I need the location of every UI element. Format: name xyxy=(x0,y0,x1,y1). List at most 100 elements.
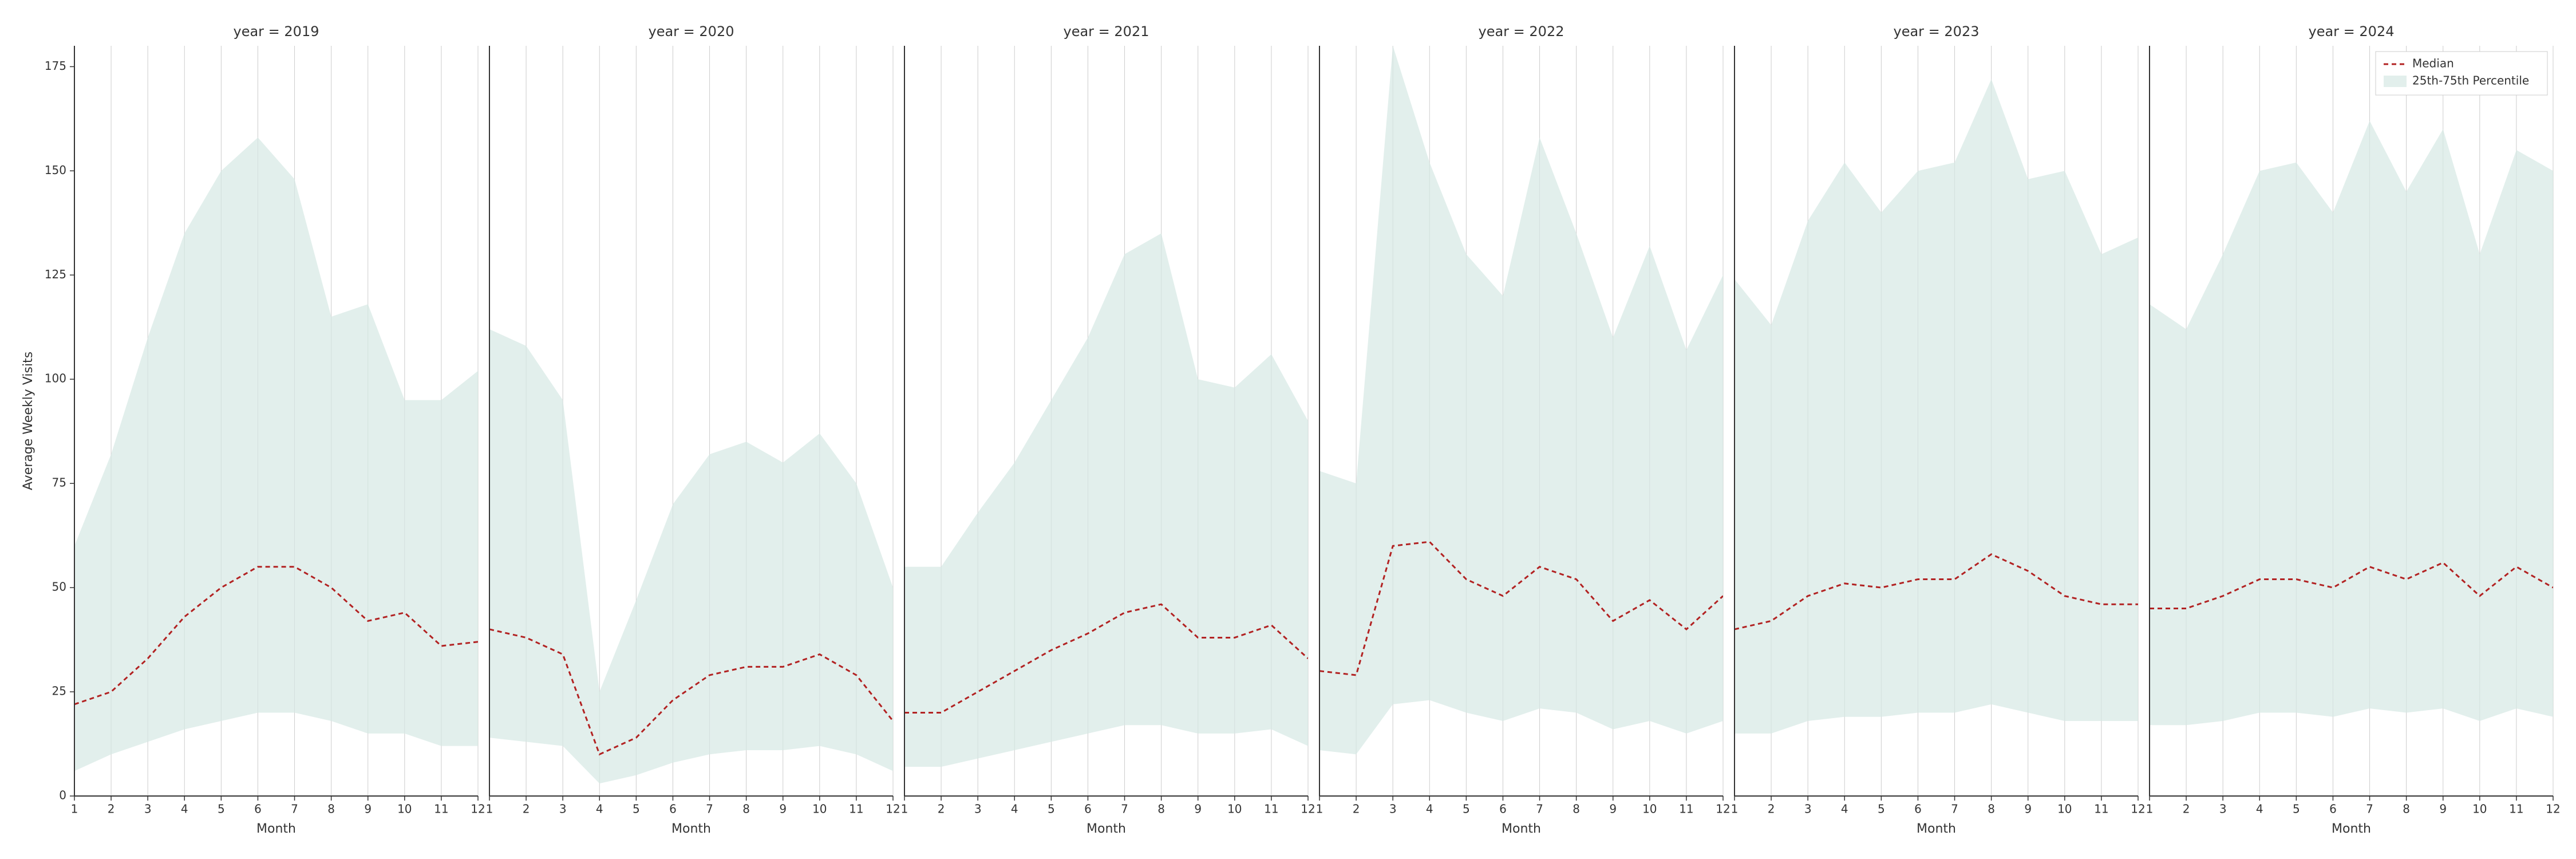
xtick-label: 7 xyxy=(1951,802,1958,816)
xtick-label: 11 xyxy=(2094,802,2108,816)
xtick-label: 5 xyxy=(633,802,640,816)
xtick-label: 3 xyxy=(559,802,567,816)
xtick-label: 1 xyxy=(1316,802,1323,816)
legend-band-label: 25th-75th Percentile xyxy=(2412,74,2529,88)
x-axis-label: Month xyxy=(256,822,296,836)
xtick-label: 8 xyxy=(1573,802,1580,816)
xtick-label: 4 xyxy=(1426,802,1433,816)
xtick-label: 10 xyxy=(1642,802,1657,816)
ytick-label: 0 xyxy=(59,789,66,802)
ytick-label: 100 xyxy=(45,372,66,385)
xtick-label: 3 xyxy=(2219,802,2227,816)
x-axis-label: Month xyxy=(1086,822,1126,836)
ytick-label: 125 xyxy=(45,267,66,281)
x-axis-label: Month xyxy=(671,822,711,836)
xtick-label: 6 xyxy=(1914,802,1922,816)
xtick-label: 12 xyxy=(2546,802,2560,816)
xtick-label: 3 xyxy=(974,802,982,816)
xtick-label: 9 xyxy=(2439,802,2447,816)
legend-band-swatch xyxy=(2384,76,2407,87)
xtick-label: 7 xyxy=(706,802,713,816)
xtick-label: 8 xyxy=(2403,802,2410,816)
xtick-label: 4 xyxy=(1841,802,1848,816)
xtick-label: 12 xyxy=(1301,802,1315,816)
xtick-label: 10 xyxy=(397,802,412,816)
xtick-label: 3 xyxy=(1389,802,1397,816)
ytick-label: 50 xyxy=(52,580,66,594)
xtick-label: 11 xyxy=(434,802,448,816)
xtick-label: 12 xyxy=(2131,802,2145,816)
xtick-label: 4 xyxy=(2256,802,2263,816)
legend: Median 25th-75th Percentile xyxy=(2376,52,2547,95)
xtick-label: 10 xyxy=(2472,802,2487,816)
xtick-label: 6 xyxy=(669,802,677,816)
panel-title: year = 2022 xyxy=(1479,23,1564,40)
xtick-label: 1 xyxy=(486,802,493,816)
xtick-label: 11 xyxy=(849,802,863,816)
xtick-label: 10 xyxy=(2057,802,2072,816)
xtick-label: 11 xyxy=(1264,802,1278,816)
xtick-label: 5 xyxy=(2293,802,2300,816)
panel-title: year = 2020 xyxy=(649,23,734,40)
panel-5: 123456789101112Monthyear = 2024Median25t… xyxy=(2146,23,2561,836)
xtick-label: 7 xyxy=(2366,802,2373,816)
xtick-label: 7 xyxy=(291,802,298,816)
y-axis-label: Average Weekly Visits xyxy=(21,352,35,490)
xtick-label: 9 xyxy=(1194,802,1202,816)
panel-1: 123456789101112Monthyear = 2020 xyxy=(486,23,900,836)
xtick-label: 1 xyxy=(901,802,908,816)
xtick-label: 10 xyxy=(1227,802,1242,816)
xtick-label: 4 xyxy=(181,802,188,816)
xtick-label: 1 xyxy=(1731,802,1739,816)
xtick-label: 8 xyxy=(1157,802,1165,816)
xtick-label: 6 xyxy=(2329,802,2337,816)
xtick-label: 1 xyxy=(2146,802,2154,816)
xtick-label: 9 xyxy=(364,802,372,816)
xtick-label: 12 xyxy=(1716,802,1730,816)
panel-3: 123456789101112Monthyear = 2022 xyxy=(1316,23,1730,836)
xtick-label: 5 xyxy=(1048,802,1055,816)
panel-4: 123456789101112Monthyear = 2023 xyxy=(1731,23,2146,836)
ytick-label: 75 xyxy=(52,476,66,490)
xtick-label: 2 xyxy=(1768,802,1775,816)
xtick-label: 9 xyxy=(2024,802,2032,816)
xtick-label: 7 xyxy=(1121,802,1128,816)
xtick-label: 3 xyxy=(1804,802,1812,816)
x-axis-label: Month xyxy=(2332,822,2371,836)
xtick-label: 8 xyxy=(742,802,750,816)
xtick-label: 3 xyxy=(144,802,152,816)
xtick-label: 7 xyxy=(1536,802,1543,816)
xtick-label: 5 xyxy=(1878,802,1885,816)
panel-title: year = 2021 xyxy=(1064,23,1149,40)
legend-median-label: Median xyxy=(2412,57,2454,70)
xtick-label: 1 xyxy=(71,802,78,816)
xtick-label: 9 xyxy=(779,802,787,816)
chart-svg: Average Weekly Visits123456789101112Mont… xyxy=(11,11,2565,848)
xtick-label: 8 xyxy=(1988,802,1995,816)
ytick-label: 150 xyxy=(45,163,66,177)
xtick-label: 11 xyxy=(1679,802,1693,816)
xtick-label: 9 xyxy=(1609,802,1617,816)
panel-title: year = 2023 xyxy=(1894,23,1980,40)
panel-title: year = 2024 xyxy=(2309,23,2395,40)
xtick-label: 4 xyxy=(1011,802,1018,816)
xtick-label: 11 xyxy=(2509,802,2523,816)
x-axis-label: Month xyxy=(1917,822,1956,836)
xtick-label: 12 xyxy=(471,802,485,816)
ytick-label: 25 xyxy=(52,684,66,698)
xtick-label: 10 xyxy=(812,802,827,816)
ytick-label: 175 xyxy=(45,59,66,73)
xtick-label: 12 xyxy=(886,802,900,816)
xtick-label: 2 xyxy=(2183,802,2190,816)
xtick-label: 6 xyxy=(254,802,262,816)
xtick-label: 5 xyxy=(218,802,225,816)
xtick-label: 2 xyxy=(938,802,945,816)
chart-container: Average Weekly Visits123456789101112Mont… xyxy=(11,11,2565,848)
xtick-label: 6 xyxy=(1084,802,1092,816)
xtick-label: 2 xyxy=(108,802,115,816)
panel-0: 123456789101112Month0255075100125150175y… xyxy=(45,23,485,836)
panel-title: year = 2019 xyxy=(234,23,319,40)
xtick-label: 8 xyxy=(327,802,335,816)
xtick-label: 4 xyxy=(596,802,603,816)
xtick-label: 2 xyxy=(1353,802,1360,816)
